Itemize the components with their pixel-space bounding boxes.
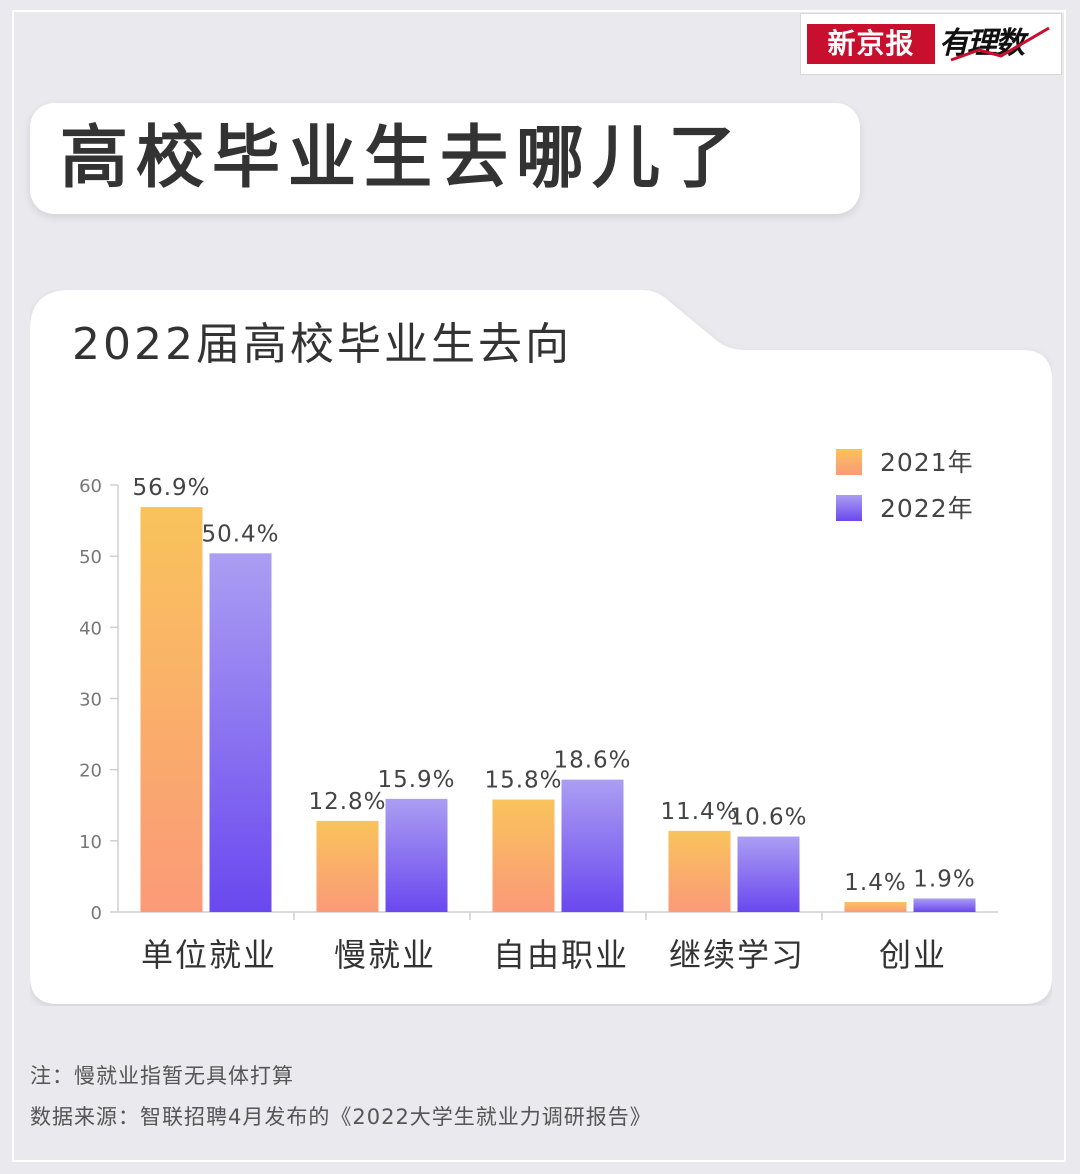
y-tick-label: 0 — [91, 903, 102, 924]
y-tick-label: 50 — [79, 547, 102, 568]
x-category-label: 继续学习 — [669, 936, 805, 974]
data-label: 15.8% — [484, 768, 562, 794]
legend-swatch-2021 — [836, 449, 862, 475]
x-category-label: 自由职业 — [493, 936, 629, 974]
bar-2021-0 — [140, 507, 203, 912]
x-category-label: 创业 — [879, 936, 947, 974]
data-label: 11.4% — [660, 799, 738, 825]
x-category-label: 慢就业 — [334, 936, 436, 974]
data-label: 18.6% — [553, 748, 631, 774]
page-headline: 高校毕业生去哪儿了 — [60, 119, 745, 198]
footnote-source: 数据来源：智联招聘4月发布的《2022大学生就业力调研报告》 — [30, 1105, 652, 1129]
bar-2021-1 — [316, 820, 379, 912]
bar-2021-3 — [668, 830, 731, 912]
bar-2022-1 — [385, 798, 448, 912]
logo-column-name: 有理数 — [939, 20, 1057, 68]
bar-2022-4 — [913, 898, 976, 912]
data-label: 15.9% — [377, 767, 455, 793]
legend-label-2022: 2022年 — [880, 494, 974, 523]
data-label: 10.6% — [729, 805, 807, 831]
y-tick-label: 60 — [79, 476, 102, 497]
x-category-label: 单位就业 — [141, 936, 277, 974]
data-label: 1.4% — [844, 870, 906, 896]
logo-trend-line-icon — [950, 26, 1050, 62]
legend-swatch-2022 — [836, 495, 862, 521]
bar-2022-2 — [561, 779, 624, 912]
y-tick-label: 30 — [79, 690, 102, 711]
data-label: 12.8% — [308, 789, 386, 815]
bar-2021-2 — [492, 799, 555, 912]
bar-2022-3 — [737, 836, 800, 912]
y-tick-label: 40 — [79, 618, 102, 639]
data-label: 50.4% — [201, 521, 279, 547]
chart-title: 2022届高校毕业生去向 — [72, 319, 572, 370]
footnotes: 注：慢就业指暂无具体打算 数据来源：智联招聘4月发布的《2022大学生就业力调研… — [30, 1064, 652, 1146]
footnote-definition: 注：慢就业指暂无具体打算 — [30, 1064, 294, 1088]
data-label: 56.9% — [132, 475, 210, 501]
legend-item-2021: 2021年 — [836, 446, 1036, 477]
newspaper-logo: 新京报 有理数 — [801, 14, 1061, 74]
y-tick-label: 10 — [79, 832, 102, 853]
y-tick-label: 20 — [79, 761, 102, 782]
headline-box: 高校毕业生去哪儿了 — [30, 103, 860, 214]
bar-2021-4 — [844, 902, 907, 912]
logo-paper-name: 新京报 — [807, 24, 935, 64]
data-label: 1.9% — [913, 866, 975, 892]
logo-column-text: 有理数 — [939, 26, 1025, 61]
legend-item-2022: 2022年 — [836, 492, 1036, 523]
bar-2022-0 — [209, 553, 272, 912]
legend-label-2021: 2021年 — [880, 448, 974, 477]
chart-card-background — [30, 290, 1052, 1004]
